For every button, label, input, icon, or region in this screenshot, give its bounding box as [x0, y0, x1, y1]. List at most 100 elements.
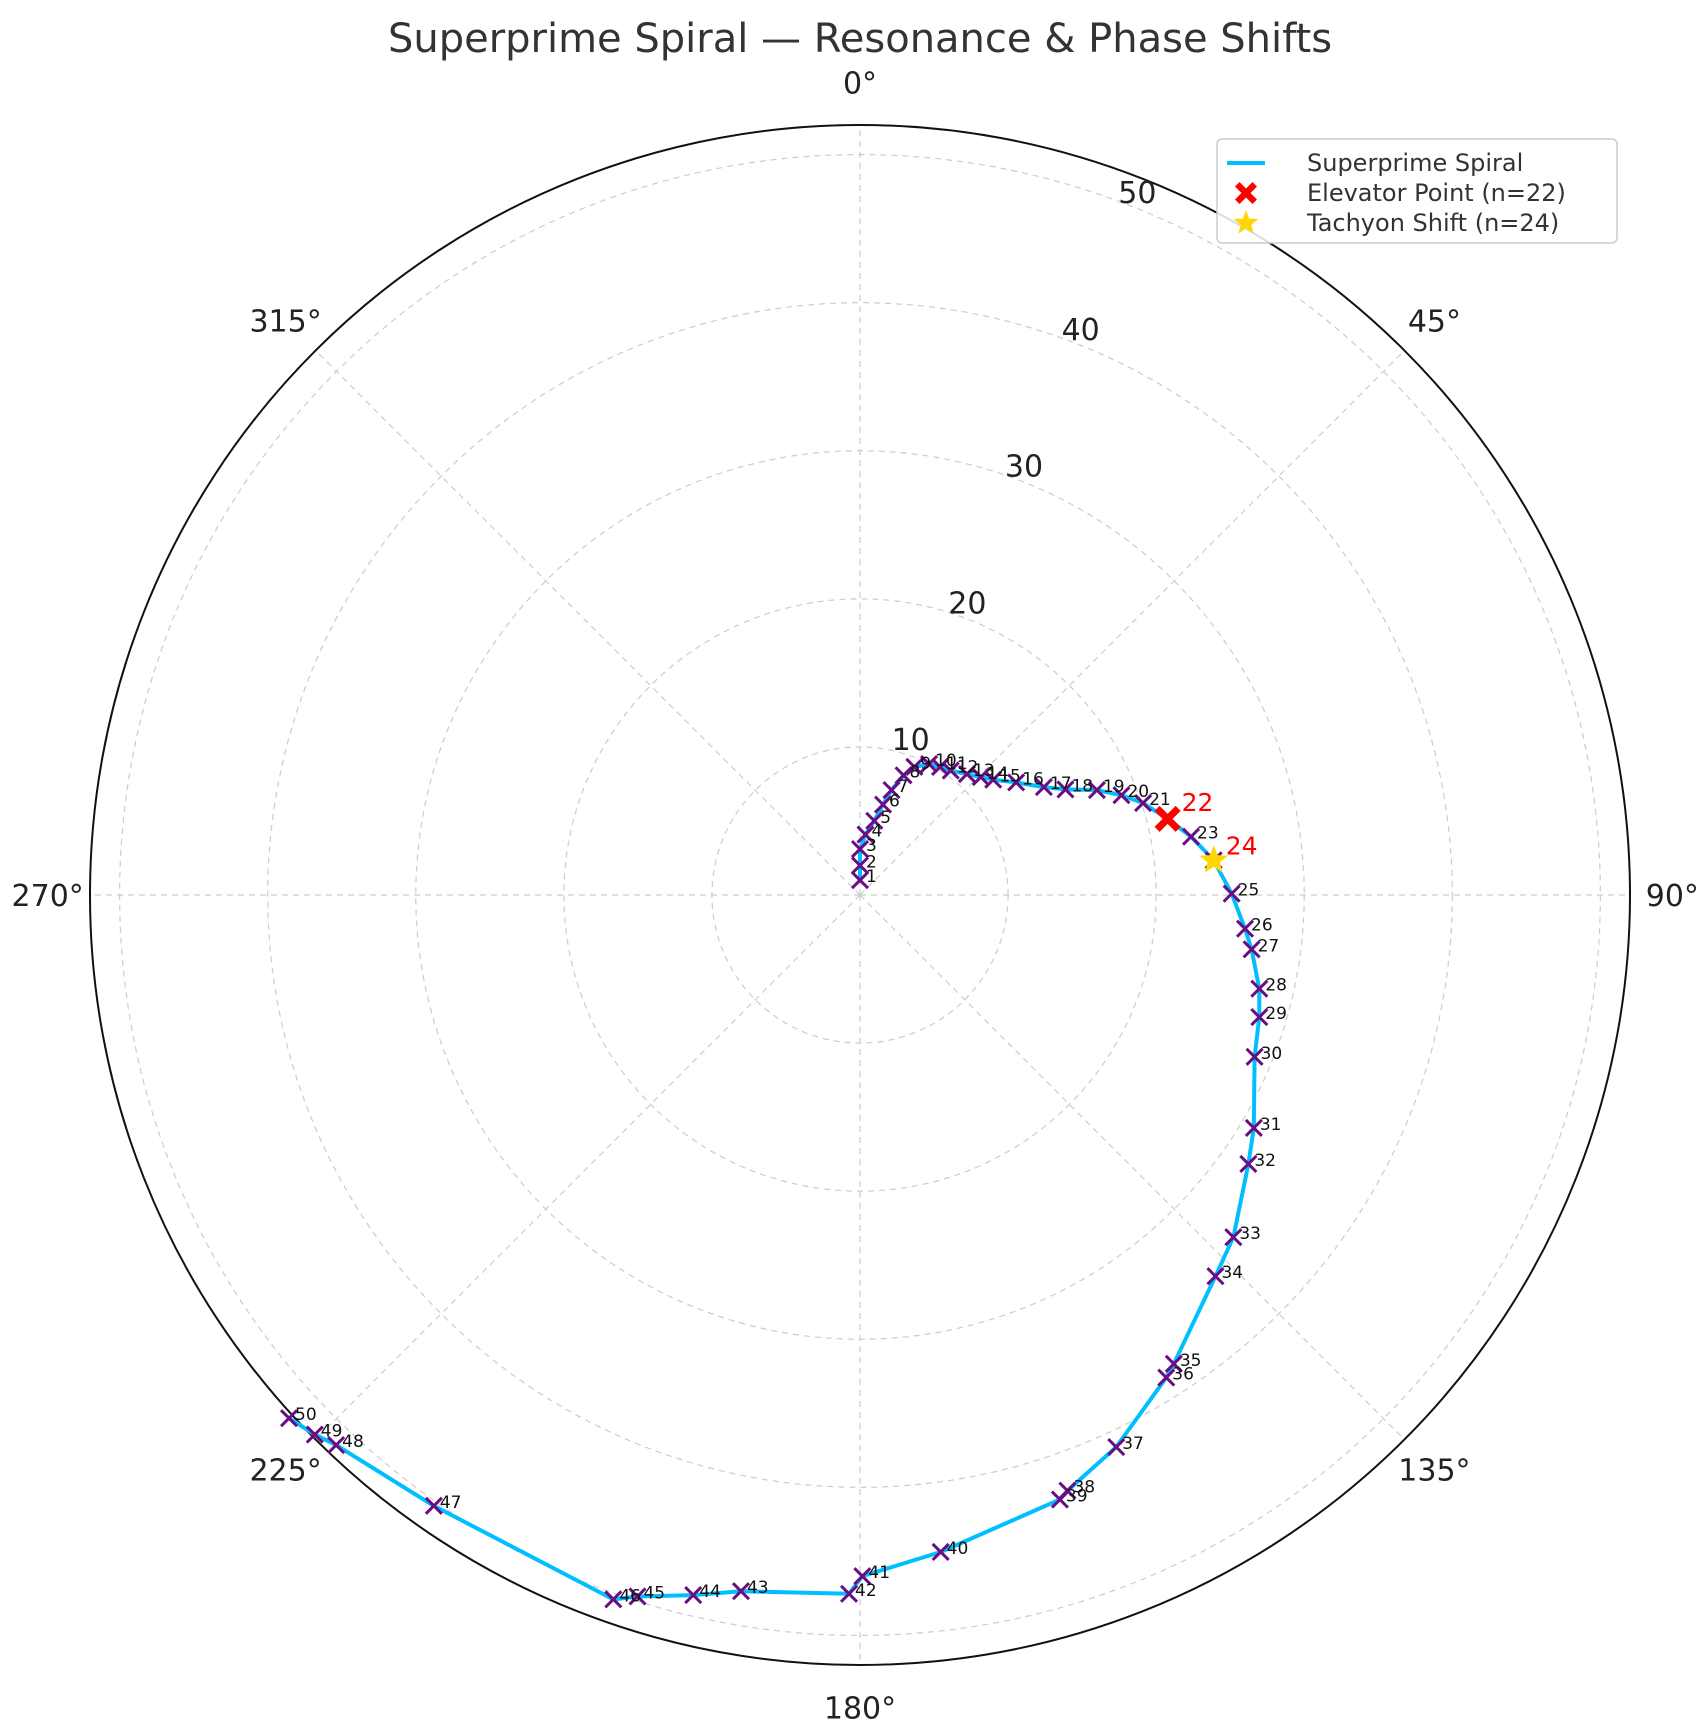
spiral-point-label: 17 — [1050, 774, 1072, 794]
spiral-point-label: 7 — [897, 777, 908, 797]
theta-tick-label: 90° — [1646, 879, 1699, 914]
spiral-point-marker — [1107, 1437, 1126, 1457]
spiral-point-label: 20 — [1127, 782, 1149, 802]
spiral-point-label: 11 — [946, 754, 968, 774]
spiral-point-label: 9 — [920, 754, 931, 774]
spiral-point-marker — [930, 757, 950, 776]
spiral-point-label: 6 — [889, 792, 900, 812]
spiral-point-marker — [1087, 780, 1106, 800]
theta-gridline-135° — [859, 894, 1405, 1440]
spiral-point-marker — [424, 1496, 443, 1515]
elevator-point-marker — [1154, 805, 1181, 832]
spiral-point-label: 27 — [1258, 936, 1280, 956]
spiral-point-marker — [1242, 940, 1261, 959]
spiral-point-marker — [1245, 1047, 1264, 1066]
spiral-point-marker — [628, 1587, 647, 1606]
spiral-point-label: 44 — [699, 1582, 721, 1602]
spiral-point-label: 18 — [1071, 776, 1093, 796]
spiral-point-marker — [684, 1585, 703, 1605]
spiral-point-label: 13 — [973, 761, 995, 781]
spiral-point-label: 28 — [1265, 976, 1287, 996]
polar-axes: 0° 45° 90° 135° 180° 225° 270° 315° 10 20 30 40 50 — [12, 67, 1699, 1727]
r-tick-label: 20 — [948, 586, 986, 621]
spiral-point-marker — [873, 795, 893, 814]
spiral-point-marker — [1250, 979, 1269, 998]
theta-tick-label: 135° — [1398, 1453, 1470, 1488]
legend-box — [1216, 138, 1618, 244]
spiral-point-label: 25 — [1238, 881, 1260, 901]
spiral-point-marker — [957, 765, 977, 784]
spiral-point-label: 35 — [1180, 1351, 1202, 1371]
theta-tick-label: 225° — [249, 1453, 321, 1488]
spiral-point-label: 5 — [880, 808, 891, 828]
spiral-point-label: 12 — [957, 758, 979, 778]
spiral-point-label: 19 — [1103, 777, 1125, 797]
polar-frame — [89, 124, 1631, 1666]
spiral-point-marker — [941, 761, 960, 780]
spiral-point-label: 43 — [747, 1578, 769, 1598]
spiral-point-label: 32 — [1254, 1151, 1276, 1171]
spiral-point-label: 14 — [987, 764, 1009, 784]
spiral-point-label: 16 — [1022, 769, 1044, 789]
spiral-point-label: 40 — [947, 1539, 969, 1559]
spiral-point-marker — [1206, 1267, 1225, 1286]
spiral-point-label: 29 — [1265, 1004, 1287, 1024]
legend-entry-label: Tachyon Shift (n=24) — [1306, 209, 1559, 237]
polar-grid — [90, 125, 1630, 1665]
tachyon-shift-label: 24 — [1226, 831, 1258, 860]
spiral-point-label: 49 — [321, 1422, 343, 1442]
spiral-point-marker — [931, 1542, 950, 1562]
spiral-point-marker — [279, 1409, 299, 1428]
spiral-point-marker — [1235, 919, 1255, 938]
spiral-point-marker — [1050, 1490, 1069, 1509]
legend-swatch-tachyon-shift — [1233, 210, 1259, 234]
spiral-point-marker — [1244, 1118, 1263, 1137]
r-gridline-30 — [415, 450, 1305, 1340]
spiral-point-label: 42 — [855, 1581, 877, 1601]
r-tick-label: 40 — [1062, 313, 1100, 348]
spiral-point-label: 31 — [1260, 1115, 1282, 1135]
spiral-point-label: 21 — [1149, 790, 1171, 810]
r-gridline-10 — [711, 746, 1009, 1044]
spiral-point-label: 8 — [910, 762, 921, 782]
theta-gridline-315° — [315, 350, 861, 896]
spiral-point-marker — [1007, 773, 1026, 792]
spiral-point-label: 46 — [619, 1586, 641, 1606]
spiral-point-marker — [984, 770, 1003, 789]
tachyon-shift-marker — [1199, 845, 1228, 873]
spiral-point-label: 36 — [1172, 1365, 1194, 1385]
r-gridline-40 — [267, 302, 1453, 1488]
spiral-point-label: 30 — [1261, 1044, 1283, 1064]
spiral-point-marker — [850, 840, 870, 859]
theta-gridline-225° — [315, 894, 861, 1440]
spiral-point-marker — [327, 1436, 346, 1455]
spiral-point-marker — [731, 1582, 751, 1601]
theta-tick-label: 180° — [824, 1691, 896, 1726]
spiral-point-marker — [1056, 780, 1075, 799]
spiral-point-marker — [894, 766, 913, 785]
spiral-point-label: 34 — [1221, 1263, 1243, 1283]
spiral-point-marker — [905, 757, 924, 776]
spiral-point-label: 1 — [866, 867, 877, 887]
spiral-point-label: 39 — [1066, 1487, 1088, 1507]
legend-entry-label: Elevator Point (n=22) — [1307, 179, 1566, 207]
spiral-point-marker — [1181, 827, 1201, 846]
r-tick-label: 30 — [1005, 450, 1043, 485]
theta-tick-label: 0° — [843, 67, 877, 102]
spiral-point-marker — [920, 754, 939, 774]
spiral-point-marker — [1250, 1008, 1269, 1027]
spiral-point-marker — [1164, 1354, 1183, 1373]
theta-tick-label: 45° — [1408, 305, 1461, 340]
legend-swatch-elevator-point — [1235, 182, 1257, 204]
spiral-point-marker — [1034, 778, 1053, 797]
spiral-point-marker — [305, 1425, 324, 1444]
spiral-point-marker — [853, 1567, 872, 1586]
spiral-point-label: 23 — [1197, 824, 1219, 844]
chart-title: Superprime Spiral — Resonance & Phase Sh… — [388, 16, 1332, 62]
spiral-point-label: 45 — [643, 1583, 665, 1603]
r-tick-label: 50 — [1118, 176, 1156, 211]
spiral-point-label: 33 — [1239, 1224, 1261, 1244]
spiral-point-marker — [1134, 793, 1153, 813]
